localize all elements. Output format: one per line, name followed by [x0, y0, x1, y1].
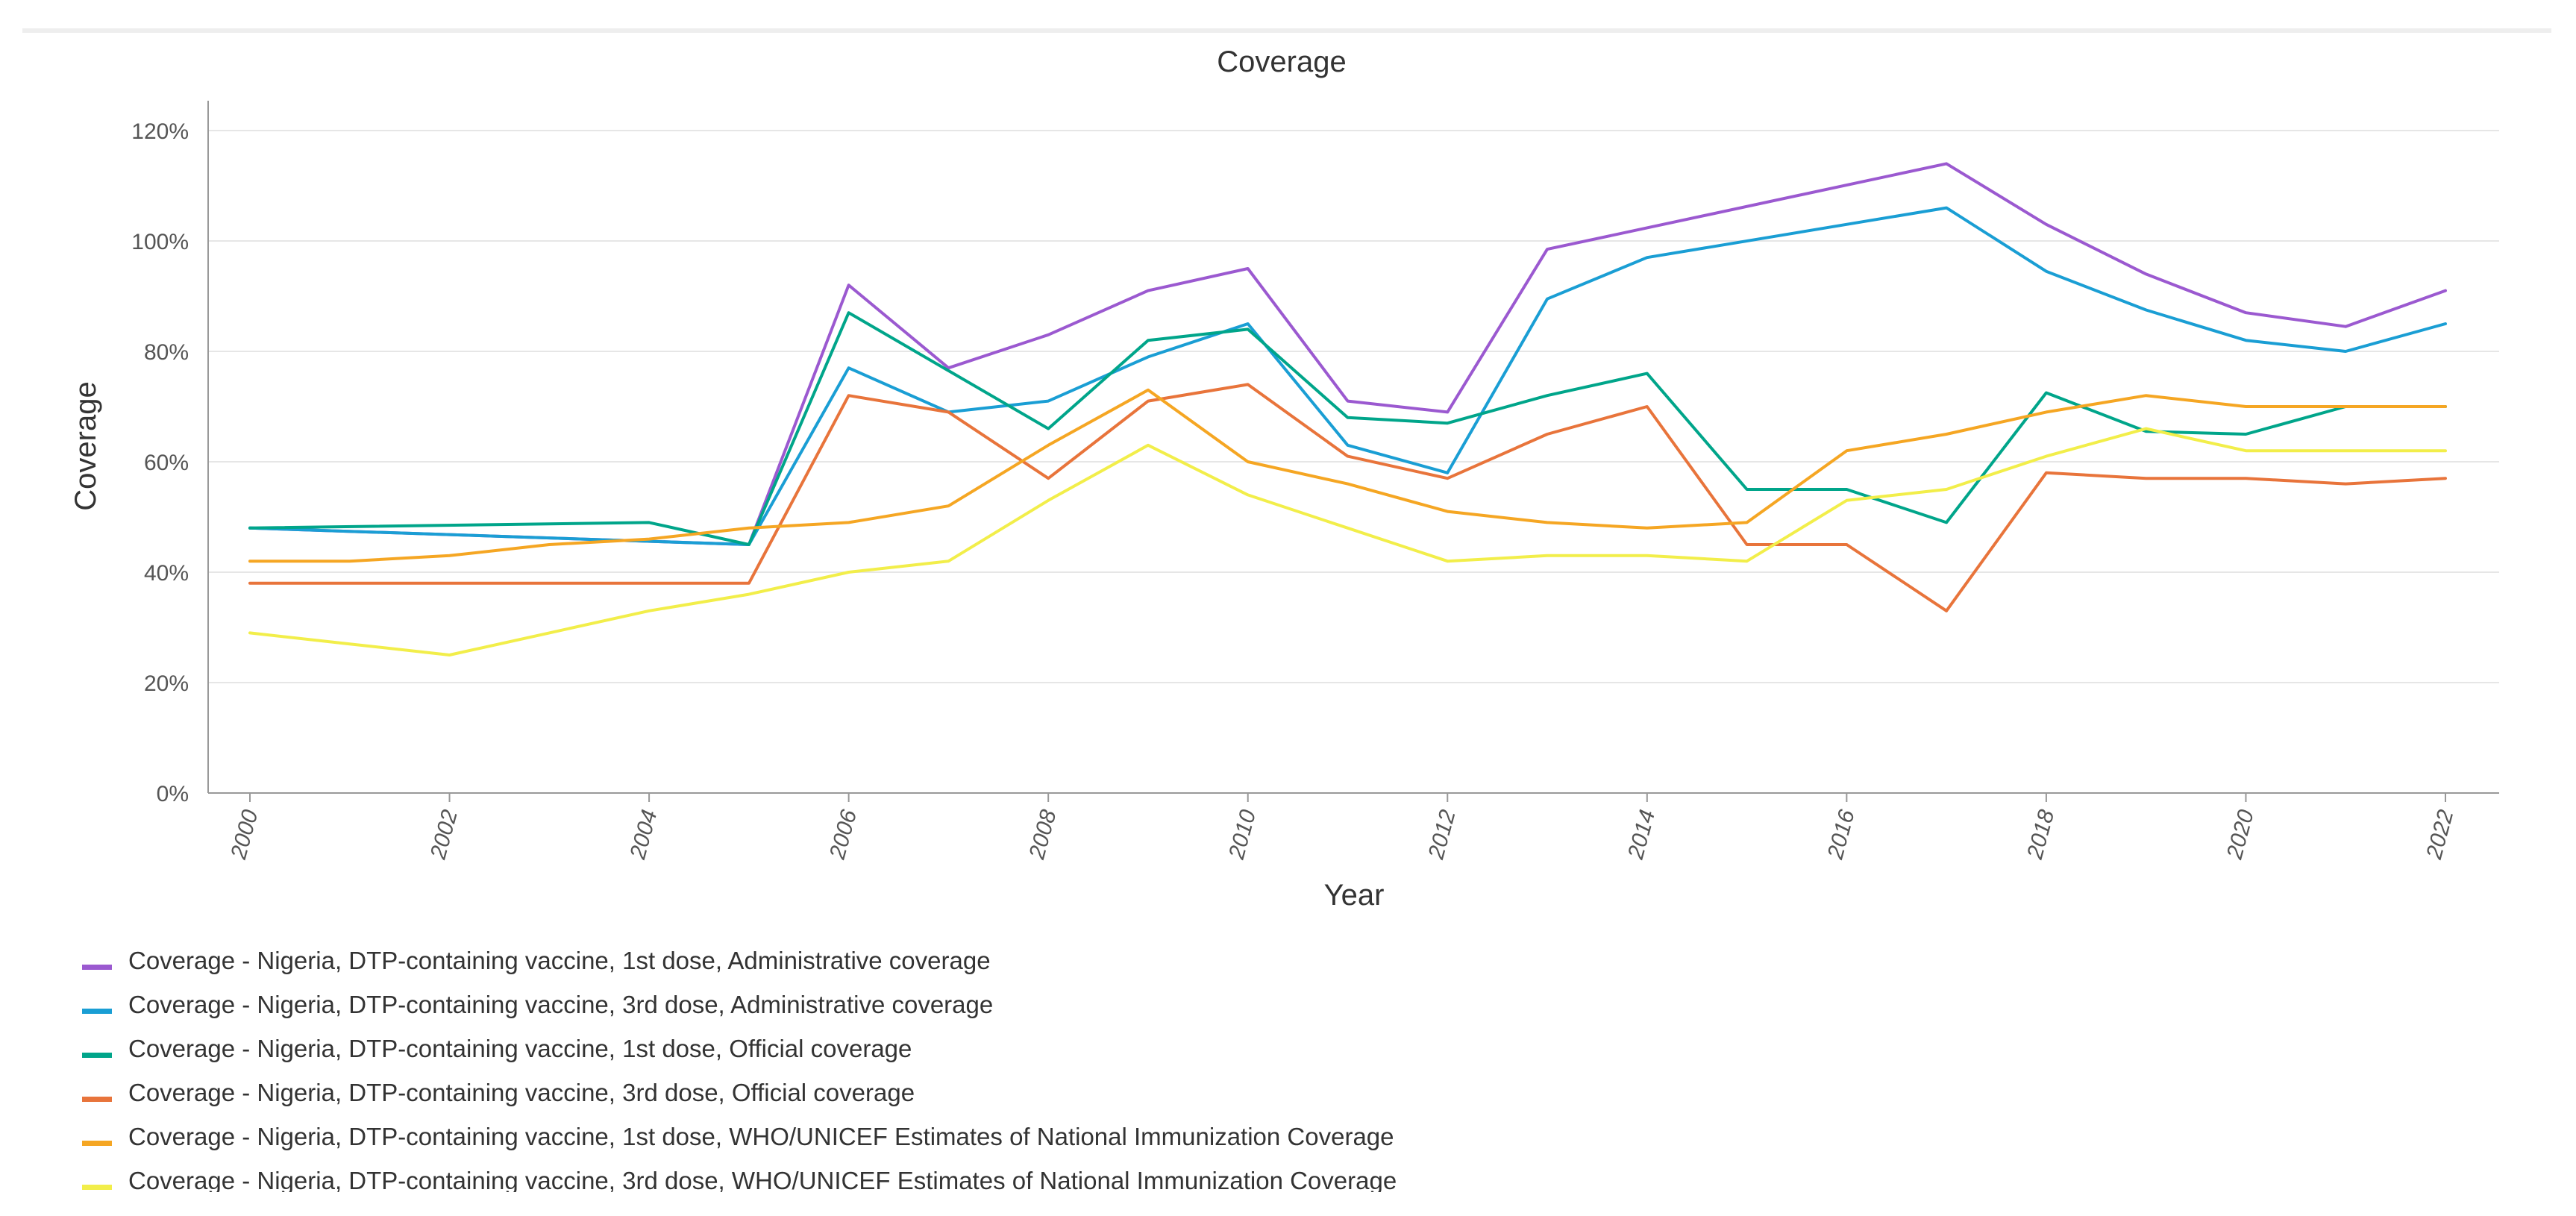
series-line-2[interactable] — [248, 206, 2447, 546]
x-axis-title: Year — [1324, 879, 1385, 912]
x-tick-label: 2020 — [2222, 807, 2258, 862]
series-line-6[interactable] — [248, 427, 2447, 656]
legend-item-1[interactable]: Coverage - Nigeria, DTP-containing vacci… — [82, 938, 2469, 982]
x-tick-label: 2014 — [1623, 807, 1660, 862]
legend-label: Coverage - Nigeria, DTP-containing vacci… — [128, 946, 991, 974]
legend-item-3[interactable]: Coverage - Nigeria, DTP-containing vacci… — [82, 1027, 2469, 1071]
x-tick-label: 2006 — [825, 807, 862, 862]
grid — [208, 130, 2499, 683]
series-line-5[interactable] — [248, 388, 2447, 563]
y-axis-title: Coverage — [69, 381, 102, 510]
x-tick-label: 2018 — [2022, 807, 2059, 862]
x-tick-label: 2008 — [1024, 807, 1061, 862]
y-tick-label: 40% — [144, 561, 189, 586]
legend-swatch — [82, 1097, 112, 1102]
legend-label: Coverage - Nigeria, DTP-containing vacci… — [128, 1166, 1397, 1193]
legend-swatch — [82, 1009, 112, 1014]
chart-legend: Coverage - Nigeria, DTP-containing vacci… — [82, 938, 2469, 1192]
legend-swatch — [82, 1053, 112, 1058]
series-line-3[interactable] — [248, 311, 2447, 546]
series-group — [248, 162, 2447, 656]
x-tick-label: 2002 — [426, 807, 463, 862]
series-line-4[interactable] — [248, 383, 2447, 612]
x-tick-label: 2010 — [1224, 807, 1261, 862]
legend-label: Coverage - Nigeria, DTP-containing vacci… — [128, 1034, 912, 1062]
legend-item-5[interactable]: Coverage - Nigeria, DTP-containing vacci… — [82, 1115, 2469, 1159]
series-line-1[interactable] — [248, 162, 2447, 546]
legend-label: Coverage - Nigeria, DTP-containing vacci… — [128, 1122, 1394, 1150]
legend-item-6[interactable]: Coverage - Nigeria, DTP-containing vacci… — [82, 1159, 2469, 1192]
legend-label: Coverage - Nigeria, DTP-containing vacci… — [128, 990, 994, 1018]
x-tick-label: 2016 — [1823, 807, 1859, 862]
x-tick-label: 2004 — [625, 807, 662, 862]
y-tick-label: 20% — [144, 671, 189, 696]
top-divider — [22, 28, 2551, 33]
legend-swatch — [82, 1141, 112, 1146]
legend-item-4[interactable]: Coverage - Nigeria, DTP-containing vacci… — [82, 1071, 2469, 1115]
y-tick-label: 0% — [157, 782, 189, 806]
chart-title: Coverage — [1217, 46, 1346, 78]
legend-item-2[interactable]: Coverage - Nigeria, DTP-containing vacci… — [82, 982, 2469, 1027]
y-axis-ticks: 0% 20% 40% 60% 80% 100% 120% — [131, 119, 189, 806]
x-tick-label: 2012 — [1423, 807, 1460, 862]
y-tick-label: 120% — [131, 119, 189, 144]
x-axis-ticks: 2000 2002 2004 2006 2008 2010 2012 2014 2016 2018… — [226, 793, 2458, 862]
y-tick-label: 80% — [144, 340, 189, 365]
legend-swatch — [82, 1185, 112, 1190]
legend-label: Coverage - Nigeria, DTP-containing vacci… — [128, 1078, 915, 1106]
x-tick-label: 2000 — [226, 807, 263, 862]
x-tick-label: 2022 — [2422, 807, 2458, 862]
coverage-line-chart: Coverage 0% 20% 40% 60% 80% 100% 120% 2000 2002… — [69, 46, 2499, 912]
legend-swatch — [82, 965, 112, 970]
y-tick-label: 100% — [131, 230, 189, 254]
y-tick-label: 60% — [144, 451, 189, 475]
